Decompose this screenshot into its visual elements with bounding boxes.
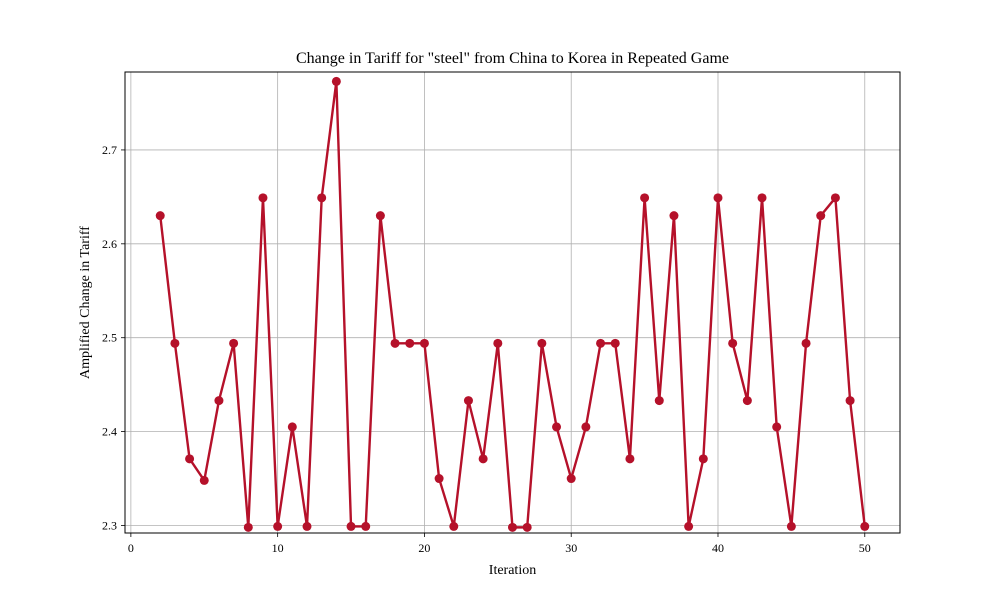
data-point xyxy=(816,211,826,221)
data-point xyxy=(610,338,620,348)
data-point xyxy=(640,193,650,203)
y-axis-label: Amplified Change in Tariff xyxy=(78,226,93,379)
data-point xyxy=(258,193,268,203)
data-point xyxy=(581,422,591,432)
data-point xyxy=(243,522,253,532)
data-point xyxy=(654,396,664,406)
data-point xyxy=(317,193,327,203)
data-point xyxy=(331,76,341,86)
data-point xyxy=(845,396,855,406)
x-tick-label: 0 xyxy=(128,541,134,555)
data-point xyxy=(478,454,488,464)
data-point xyxy=(390,338,400,348)
data-point xyxy=(361,521,371,531)
data-point xyxy=(229,338,239,348)
data-point xyxy=(419,338,429,348)
data-point xyxy=(346,521,356,531)
data-point xyxy=(684,521,694,531)
y-tick-label: 2.7 xyxy=(102,143,117,157)
data-point xyxy=(214,396,224,406)
x-tick-label: 40 xyxy=(712,541,724,555)
data-point xyxy=(463,396,473,406)
data-point xyxy=(552,422,562,432)
y-tick-label: 2.6 xyxy=(102,237,117,251)
data-point xyxy=(713,193,723,203)
data-point xyxy=(449,521,459,531)
series-line xyxy=(159,80,866,529)
data-point xyxy=(273,521,283,531)
data-point xyxy=(801,338,811,348)
data-point xyxy=(625,454,635,464)
data-point xyxy=(772,422,782,432)
x-tick-label: 20 xyxy=(418,541,430,555)
data-point xyxy=(155,211,165,221)
y-tick-label: 2.4 xyxy=(102,425,117,439)
data-point xyxy=(434,474,444,484)
data-point xyxy=(786,521,796,531)
grid-layer xyxy=(125,72,900,533)
data-point xyxy=(537,338,547,348)
data-point xyxy=(860,521,870,531)
data-point xyxy=(199,475,209,485)
data-point xyxy=(287,422,297,432)
x-tick-label: 30 xyxy=(565,541,577,555)
data-point xyxy=(698,454,708,464)
chart-title: Change in Tariff for "steel" from China … xyxy=(296,50,729,67)
data-point xyxy=(830,193,840,203)
data-point xyxy=(508,522,517,532)
y-tick-label: 2.5 xyxy=(102,331,117,345)
series-layer xyxy=(155,76,870,532)
data-point xyxy=(375,211,385,221)
x-axis-label: Iteration xyxy=(489,563,536,578)
data-point xyxy=(728,338,738,348)
data-point xyxy=(185,454,195,464)
y-tick-label: 2.3 xyxy=(102,518,117,532)
x-tick-label: 10 xyxy=(272,541,284,555)
data-point xyxy=(302,521,312,531)
tick-layer: 0 10 20 30 40 50 2.3 2.4 2.5 2.6 2.7 xyxy=(102,143,871,555)
x-tick-label: 50 xyxy=(859,541,871,555)
data-point xyxy=(757,193,767,203)
data-point xyxy=(596,338,606,348)
data-point xyxy=(522,522,532,532)
plot-frame xyxy=(124,71,901,534)
data-point xyxy=(669,211,679,221)
data-point xyxy=(493,338,503,348)
data-point xyxy=(742,396,752,406)
data-point xyxy=(405,338,415,348)
data-point xyxy=(170,338,180,348)
data-point xyxy=(566,474,576,484)
